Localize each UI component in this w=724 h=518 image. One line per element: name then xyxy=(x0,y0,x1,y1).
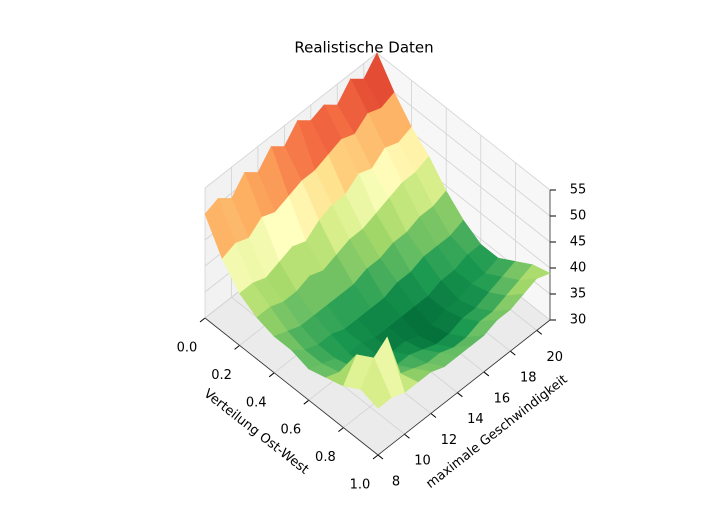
y-tick-label: 20 xyxy=(546,350,563,365)
y-axis-line xyxy=(377,319,551,456)
surface xyxy=(204,52,551,409)
y-tick xyxy=(536,329,543,335)
chart-title: Realistische Daten xyxy=(294,39,433,57)
z-tick-label: 35 xyxy=(570,287,587,302)
y-tick xyxy=(404,433,410,439)
y-tick xyxy=(457,392,463,398)
grid-line xyxy=(204,52,378,189)
y-tick-label: 18 xyxy=(520,371,537,386)
y-tick-label: 8 xyxy=(392,475,400,490)
y-tick-label: 16 xyxy=(494,391,511,406)
y-tick-label: 10 xyxy=(414,454,431,469)
z-tick-label: 50 xyxy=(570,209,587,224)
y-tick xyxy=(509,350,516,356)
x-tick-label: 0.2 xyxy=(211,368,232,383)
y-tick xyxy=(430,413,437,418)
x-tick xyxy=(268,372,275,378)
x-tick xyxy=(372,454,379,460)
x-tick xyxy=(234,345,240,350)
y-tick xyxy=(377,454,384,460)
grid-line xyxy=(376,78,551,217)
x-tick-label: 0.8 xyxy=(315,450,336,465)
side-pane xyxy=(377,53,550,320)
y-tick-label: 14 xyxy=(467,412,484,427)
z-tick-label: 40 xyxy=(570,261,587,276)
grid-line xyxy=(376,52,551,191)
z-tick-label: 45 xyxy=(570,235,587,250)
x-tick-label: 0.0 xyxy=(177,341,198,356)
x-tick xyxy=(199,317,206,323)
x-axis-line xyxy=(204,317,379,456)
x-tick-label: 0.4 xyxy=(246,395,267,410)
x-tick-label: 0.6 xyxy=(280,423,301,438)
y-tick xyxy=(483,371,490,377)
x-tick xyxy=(303,399,310,405)
z-tick-label: 55 xyxy=(570,183,587,198)
y-tick-label: 12 xyxy=(441,433,458,448)
z-tick-label: 30 xyxy=(570,313,587,328)
x-tick xyxy=(338,427,344,432)
surface-patch xyxy=(360,357,392,409)
x-tick-label: 1.0 xyxy=(350,478,371,493)
